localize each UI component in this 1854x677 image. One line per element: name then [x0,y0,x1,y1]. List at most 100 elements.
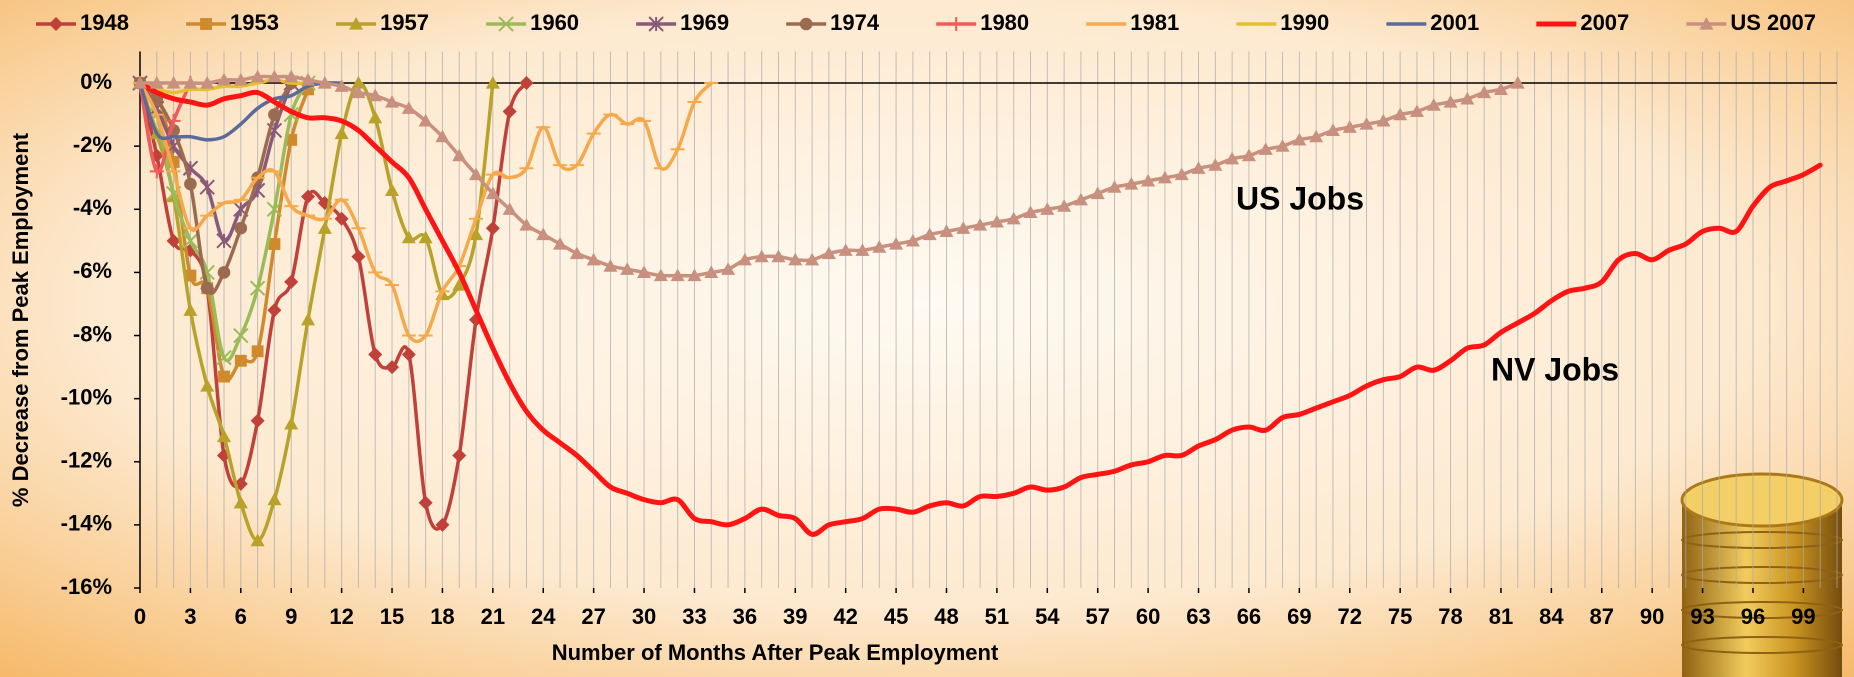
data-point [401,347,416,362]
data-point [1477,85,1492,99]
data-point [872,240,887,253]
data-point [469,227,484,241]
data-point [452,148,467,162]
data-point [184,177,197,191]
data-point [149,164,164,179]
data-point [149,76,164,89]
data-point [1073,192,1088,206]
data-point [334,126,349,140]
data-point [268,108,281,121]
legend-label: 1953 [230,10,279,35]
data-point [1208,158,1223,171]
series [138,81,344,142]
data-point [418,495,433,510]
x-tick-label: 84 [1539,604,1564,629]
data-point [1510,76,1525,89]
legend-label: 2007 [1580,10,1629,35]
coins-decoration [1680,472,1844,677]
data-point [233,327,249,344]
x-tick-label: 93 [1690,604,1714,629]
annotation: NV Jobs [1491,351,1619,387]
data-point [284,69,299,83]
data-point [217,266,231,279]
data-point [1107,180,1122,193]
data-point [1040,202,1055,215]
x-tick-label: 24 [531,604,556,629]
data-point [469,167,484,181]
data-point [301,72,316,86]
data-point [284,416,299,430]
data-point [1443,94,1458,108]
data-point [250,533,265,547]
data-point [401,101,416,114]
legend-label: 1974 [830,10,880,35]
x-tick-label: 42 [833,604,857,629]
data-point [233,72,248,86]
legend: 1948 1953 1957 1960 1969 1974 1980 1981 1990 2001… [36,10,1816,35]
x-tick-label: 3 [184,604,196,629]
data-point [418,230,433,244]
data-point [989,214,1004,228]
x-tick-label: 90 [1640,604,1664,629]
data-point [1023,205,1038,219]
data-point [166,113,181,128]
legend-label: 1948 [80,10,129,35]
x-tick-label: 75 [1388,604,1412,629]
series-line [138,81,293,296]
x-tick-label: 69 [1287,604,1311,629]
legend-label: 2001 [1430,10,1479,35]
data-point [216,349,232,366]
x-tick-label: 81 [1489,604,1513,629]
series-line [138,81,293,243]
data-point [1174,167,1189,181]
x-tick-label: 36 [733,604,757,629]
data-point [754,249,769,263]
x-tick-label: 6 [235,604,247,629]
x-tick-label: 87 [1590,604,1614,629]
x-tick-label: 48 [934,604,958,629]
data-point [922,227,937,241]
data-point [334,211,349,226]
data-point [637,265,652,279]
x-tick-label: 18 [430,604,454,629]
y-tick-label: -4% [73,195,112,220]
legend-label: 1969 [680,10,729,35]
data-point [217,72,232,86]
legend-marker [200,18,212,30]
data-point [603,259,618,272]
legend-label: 1980 [980,10,1029,35]
data-point [368,110,383,124]
data-point [166,76,181,89]
data-point [1057,199,1072,212]
data-point [889,237,904,250]
y-tick-label: 0% [80,69,112,94]
x-tick-label: 21 [481,604,505,629]
data-point [302,83,314,96]
data-point [182,233,199,249]
data-point [771,249,786,263]
data-point [167,156,180,168]
data-point [368,347,383,362]
y-tick-label: -16% [61,574,112,599]
data-point [485,221,500,236]
legend-label: 1960 [530,10,579,35]
y-tick-label: -8% [73,321,112,346]
legend-label: 1981 [1130,10,1179,35]
data-point [216,233,232,249]
series-line [137,80,1823,537]
x-tick-label: 99 [1791,604,1815,629]
data-point [553,237,568,250]
data-point [1393,107,1408,121]
data-point [1493,82,1508,95]
data-point [519,218,534,231]
data-point [435,517,450,532]
data-point [200,76,215,89]
x-tick-label: 30 [632,604,656,629]
annotation: US Jobs [1236,180,1364,216]
legend-marker [498,16,514,32]
data-point [267,492,282,506]
data-point [1225,151,1240,165]
data-point [351,85,366,99]
data-point [334,79,349,92]
data-point [956,221,971,234]
